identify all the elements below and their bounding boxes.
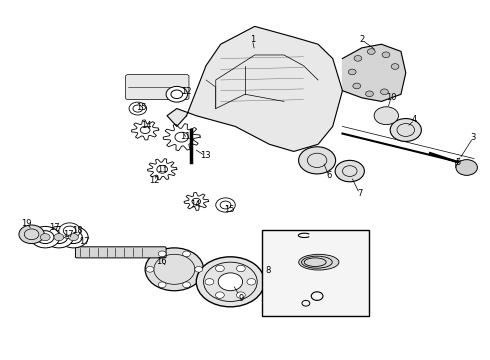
Circle shape — [54, 234, 64, 241]
Circle shape — [59, 226, 88, 248]
Circle shape — [298, 147, 336, 174]
Text: 9: 9 — [239, 294, 244, 303]
Circle shape — [348, 69, 356, 75]
Ellipse shape — [299, 254, 339, 270]
Circle shape — [220, 201, 231, 209]
Circle shape — [247, 279, 256, 285]
Text: 10: 10 — [386, 93, 396, 102]
Circle shape — [218, 273, 243, 291]
Text: 5: 5 — [456, 158, 461, 167]
Circle shape — [171, 90, 183, 99]
Text: 19: 19 — [22, 219, 32, 228]
Text: 14: 14 — [190, 200, 200, 209]
Circle shape — [390, 118, 421, 141]
Circle shape — [158, 282, 166, 288]
Ellipse shape — [301, 256, 332, 268]
FancyBboxPatch shape — [125, 75, 189, 100]
Circle shape — [183, 282, 191, 288]
Circle shape — [30, 226, 60, 248]
Circle shape — [63, 226, 76, 235]
Bar — [262, 230, 369, 316]
Text: 17: 17 — [79, 237, 90, 246]
Circle shape — [216, 265, 224, 272]
Circle shape — [216, 292, 224, 298]
FancyBboxPatch shape — [75, 247, 166, 258]
Circle shape — [382, 52, 390, 58]
Circle shape — [183, 251, 191, 257]
Text: 12: 12 — [148, 176, 159, 185]
Circle shape — [44, 226, 74, 248]
Circle shape — [50, 231, 68, 244]
Text: 17: 17 — [49, 222, 59, 231]
Text: 4: 4 — [412, 116, 417, 125]
Text: 18: 18 — [72, 226, 82, 235]
Text: 15: 15 — [224, 205, 235, 214]
Text: 6: 6 — [326, 171, 332, 180]
Text: 7: 7 — [357, 189, 362, 198]
Text: 14: 14 — [141, 121, 152, 130]
Polygon shape — [343, 44, 406, 102]
Circle shape — [65, 231, 82, 244]
Text: 2: 2 — [359, 36, 365, 45]
Text: 16: 16 — [156, 257, 167, 266]
Circle shape — [366, 91, 373, 96]
Circle shape — [59, 223, 80, 239]
Text: 3: 3 — [470, 133, 476, 142]
Circle shape — [146, 266, 154, 272]
Circle shape — [145, 248, 203, 291]
Circle shape — [69, 234, 78, 241]
Circle shape — [166, 86, 188, 102]
Circle shape — [205, 279, 214, 285]
Circle shape — [36, 231, 54, 244]
Text: 12: 12 — [181, 87, 192, 96]
Circle shape — [381, 89, 388, 95]
Polygon shape — [167, 26, 343, 152]
Circle shape — [456, 159, 477, 175]
Circle shape — [40, 234, 50, 241]
Circle shape — [158, 251, 166, 257]
Circle shape — [216, 198, 235, 212]
Ellipse shape — [304, 258, 326, 266]
Circle shape — [237, 265, 245, 272]
Circle shape — [129, 102, 147, 115]
Text: 8: 8 — [266, 266, 271, 275]
Circle shape — [368, 49, 375, 54]
Text: 11: 11 — [180, 132, 191, 141]
Text: 15: 15 — [136, 103, 147, 112]
Text: 1: 1 — [250, 36, 255, 45]
Circle shape — [353, 83, 361, 89]
Circle shape — [133, 105, 143, 112]
Circle shape — [237, 292, 245, 298]
Circle shape — [354, 55, 362, 61]
Circle shape — [374, 107, 398, 125]
Text: 13: 13 — [200, 151, 210, 160]
Circle shape — [196, 257, 265, 307]
Circle shape — [195, 266, 202, 272]
Circle shape — [391, 64, 399, 69]
Text: 11: 11 — [157, 165, 168, 174]
Text: 17: 17 — [63, 230, 74, 239]
Circle shape — [335, 160, 365, 182]
Circle shape — [19, 225, 44, 244]
